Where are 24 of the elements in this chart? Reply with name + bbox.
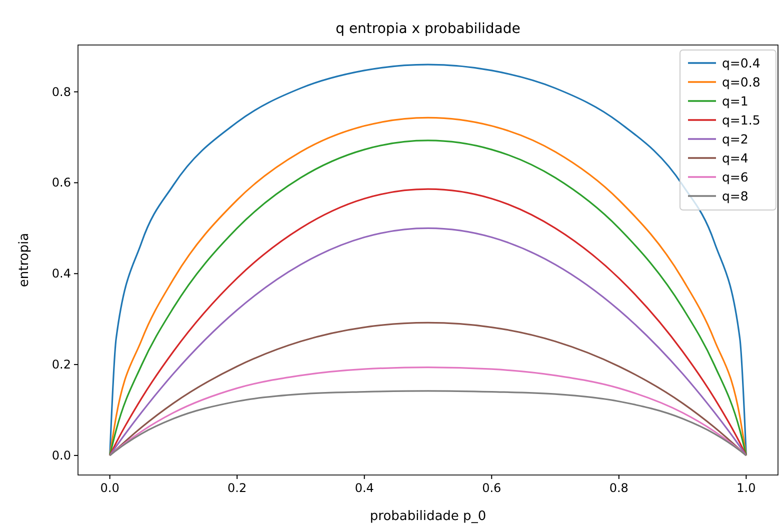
- legend-label: q=0.4: [722, 56, 760, 70]
- x-tick-label: 0.4: [354, 481, 374, 495]
- legend-label: q=6: [722, 170, 748, 184]
- legend-label: q=2: [722, 132, 748, 146]
- legend-label: q=1: [722, 94, 748, 108]
- x-tick-label: 0.6: [482, 481, 502, 495]
- legend-label: q=4: [722, 150, 748, 166]
- line-series: [109, 366, 747, 456]
- chart-title: q entropia x probabilidade: [336, 21, 520, 37]
- y-tick-label: 0.8: [52, 84, 71, 99]
- legend-label: q=1.5: [722, 112, 760, 128]
- x-tick-label: 1.0: [736, 481, 756, 495]
- legend-label: q=0.8: [722, 74, 760, 90]
- x-tick-label: 0.8: [609, 481, 628, 495]
- x-axis-title: probabilidade p_0: [370, 509, 486, 524]
- y-tick-label: 0.4: [52, 266, 71, 281]
- y-tick-label: 0.6: [52, 176, 71, 190]
- y-tick-label: 0.0: [52, 448, 71, 462]
- x-tick-label: 0.2: [228, 481, 247, 495]
- y-axis-title: entropia: [17, 232, 32, 288]
- legend-label: q=8: [722, 188, 748, 204]
- x-tick-label: 0.0: [100, 481, 120, 495]
- y-tick-label: 0.2: [52, 358, 71, 372]
- line-series: [109, 390, 747, 456]
